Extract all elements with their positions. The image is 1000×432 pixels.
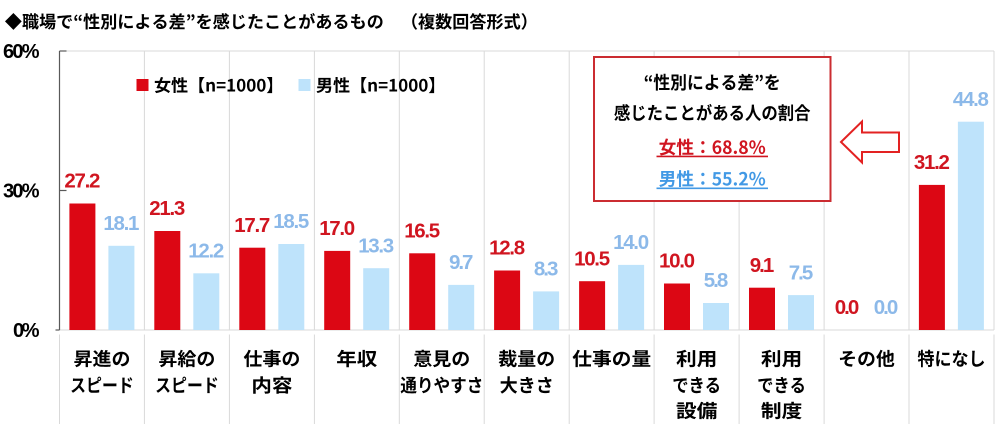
svg-text:0%: 0% — [13, 320, 40, 342]
svg-text:0.0: 0.0 — [874, 296, 899, 319]
svg-text:44.8: 44.8 — [953, 88, 989, 111]
svg-text:30%: 30% — [3, 181, 40, 203]
svg-text:10.0: 10.0 — [659, 250, 695, 273]
svg-text:14.0: 14.0 — [613, 231, 649, 254]
svg-text:31.2: 31.2 — [914, 151, 950, 174]
svg-text:17.0: 17.0 — [319, 217, 355, 240]
svg-text:12.2: 12.2 — [188, 240, 224, 263]
svg-text:9.1: 9.1 — [750, 254, 775, 277]
svg-text:13.3: 13.3 — [358, 234, 394, 257]
svg-text:21.3: 21.3 — [149, 197, 185, 220]
svg-text:0.0: 0.0 — [835, 296, 860, 319]
svg-text:18.1: 18.1 — [103, 212, 139, 235]
svg-text:10.5: 10.5 — [574, 247, 610, 270]
svg-text:5.8: 5.8 — [704, 269, 729, 292]
svg-text:17.7: 17.7 — [234, 214, 270, 237]
svg-text:27.2: 27.2 — [64, 170, 100, 193]
svg-text:9.7: 9.7 — [449, 251, 474, 274]
svg-text:7.5: 7.5 — [789, 261, 814, 284]
svg-text:16.5: 16.5 — [404, 220, 440, 243]
svg-text:18.5: 18.5 — [273, 210, 309, 233]
svg-text:12.8: 12.8 — [489, 237, 525, 260]
svg-text:60%: 60% — [3, 41, 40, 63]
svg-text:8.3: 8.3 — [534, 258, 559, 281]
